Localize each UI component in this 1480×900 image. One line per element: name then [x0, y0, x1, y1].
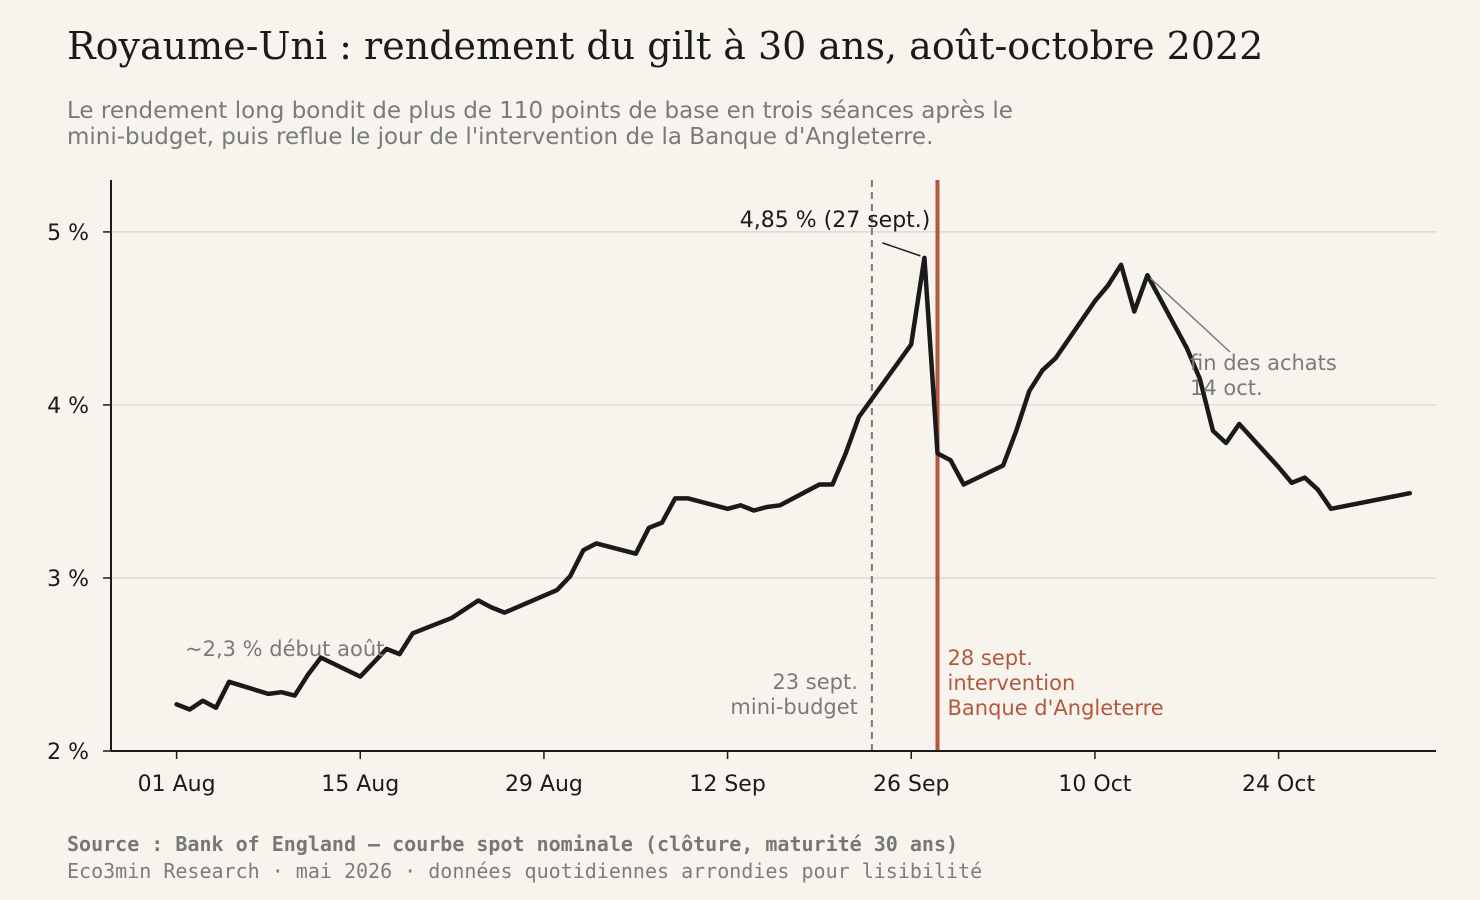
x-tick-label: 24 Oct: [1242, 772, 1315, 797]
footer-source: Source : Bank of England — courbe spot n…: [67, 832, 959, 856]
annotations: 4,85 % (27 sept.) ~2,3 % début août fin de…: [185, 208, 1337, 661]
peak-annotation: 4,85 % (27 sept.): [740, 208, 931, 233]
x-tick-label: 10 Oct: [1058, 772, 1131, 797]
event-markers: 23 sept.mini-budget 28 sept.interventionB…: [730, 180, 1164, 751]
chart-title: Royaume-Uni : rendement du gilt à 30 ans…: [67, 24, 1264, 68]
x-tick-label: 26 Sep: [873, 772, 949, 797]
series-line-gilt-30y: [174, 255, 1413, 712]
y-tick-label: 5 %: [47, 221, 89, 246]
x-tick-label: 29 Aug: [505, 772, 583, 797]
boe-end-annotation-line-2: 14 oct.: [1190, 376, 1263, 400]
boe-end-annotation-line-1: fin des achats: [1190, 351, 1337, 375]
start-annotation: ~2,3 % début août: [185, 637, 384, 661]
gridlines: [111, 231, 1436, 579]
subtitle-line-1: Le rendement long bondit de plus de 110 …: [67, 98, 1013, 124]
x-tick-label: 12 Sep: [689, 772, 765, 797]
y-tick-label: 2 %: [47, 740, 89, 765]
event-label-actor: Banque d'Angleterre: [947, 696, 1163, 720]
subtitle-line-2: mini-budget, puis reflue le jour de l'in…: [67, 124, 934, 150]
boe-end-leader-line: [1149, 277, 1231, 353]
y-tick-label: 4 %: [47, 394, 89, 419]
footer-credit: Eco3min Research · mai 2026 · données qu…: [67, 859, 983, 883]
y-tick-label: 3 %: [47, 567, 89, 592]
event-label-name: mini-budget: [730, 695, 857, 719]
series: [174, 255, 1413, 712]
chart-subtitle: Le rendement long bondit de plus de 110 …: [67, 98, 1167, 150]
event-label-date: 28 sept.: [947, 646, 1032, 670]
x-tick-label: 01 Aug: [138, 772, 216, 797]
peak-leader-line: [882, 242, 921, 257]
x-tick-label: 15 Aug: [321, 772, 399, 797]
axes: 2 % 3 % 4 % 5 % 01 Aug 15 Aug 29 Aug 12 Sep 26 S…: [47, 180, 1436, 797]
event-label-name: intervention: [947, 671, 1075, 695]
event-label-date: 23 sept.: [772, 670, 858, 694]
